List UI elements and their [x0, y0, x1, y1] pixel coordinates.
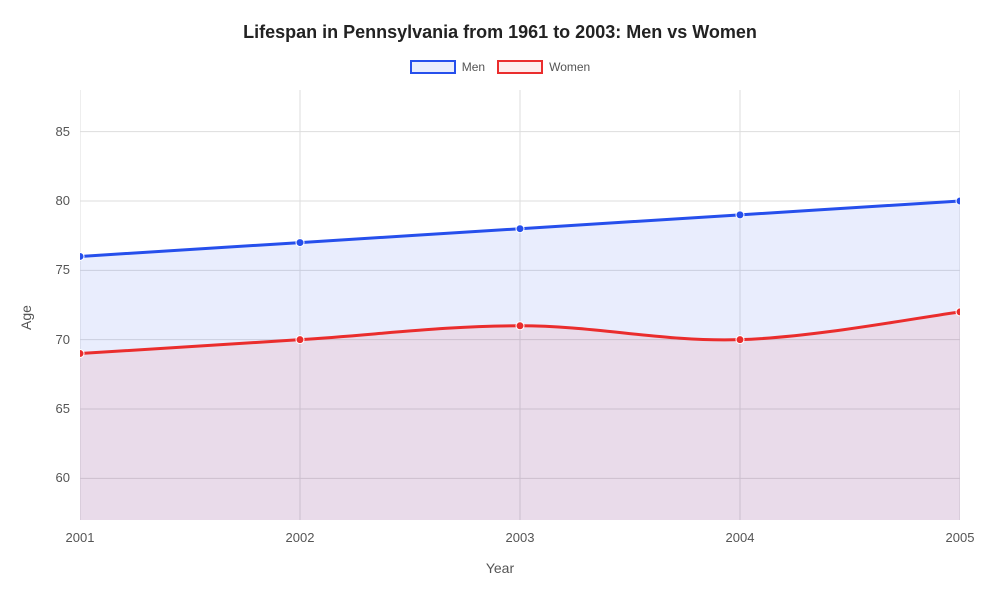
y-tick: 60 — [30, 470, 70, 485]
y-axis-label: Age — [18, 305, 34, 330]
x-tick: 2001 — [55, 530, 105, 545]
x-tick: 2004 — [715, 530, 765, 545]
chart-legend: Men Women — [0, 60, 1000, 74]
y-tick: 75 — [30, 262, 70, 277]
y-tick: 65 — [30, 401, 70, 416]
x-tick: 2005 — [935, 530, 985, 545]
y-tick: 85 — [30, 124, 70, 139]
y-tick: 80 — [30, 193, 70, 208]
legend-swatch-women — [497, 60, 543, 74]
chart-title: Lifespan in Pennsylvania from 1961 to 20… — [0, 22, 1000, 43]
legend-item-women: Women — [497, 60, 590, 74]
chart-plot — [80, 90, 960, 520]
x-tick: 2002 — [275, 530, 325, 545]
legend-swatch-men — [410, 60, 456, 74]
legend-label-women: Women — [549, 60, 590, 74]
x-axis-label: Year — [0, 560, 1000, 576]
chart-container: Lifespan in Pennsylvania from 1961 to 20… — [0, 0, 1000, 600]
x-tick: 2003 — [495, 530, 545, 545]
y-tick: 70 — [30, 332, 70, 347]
legend-item-men: Men — [410, 60, 485, 74]
legend-label-men: Men — [462, 60, 485, 74]
